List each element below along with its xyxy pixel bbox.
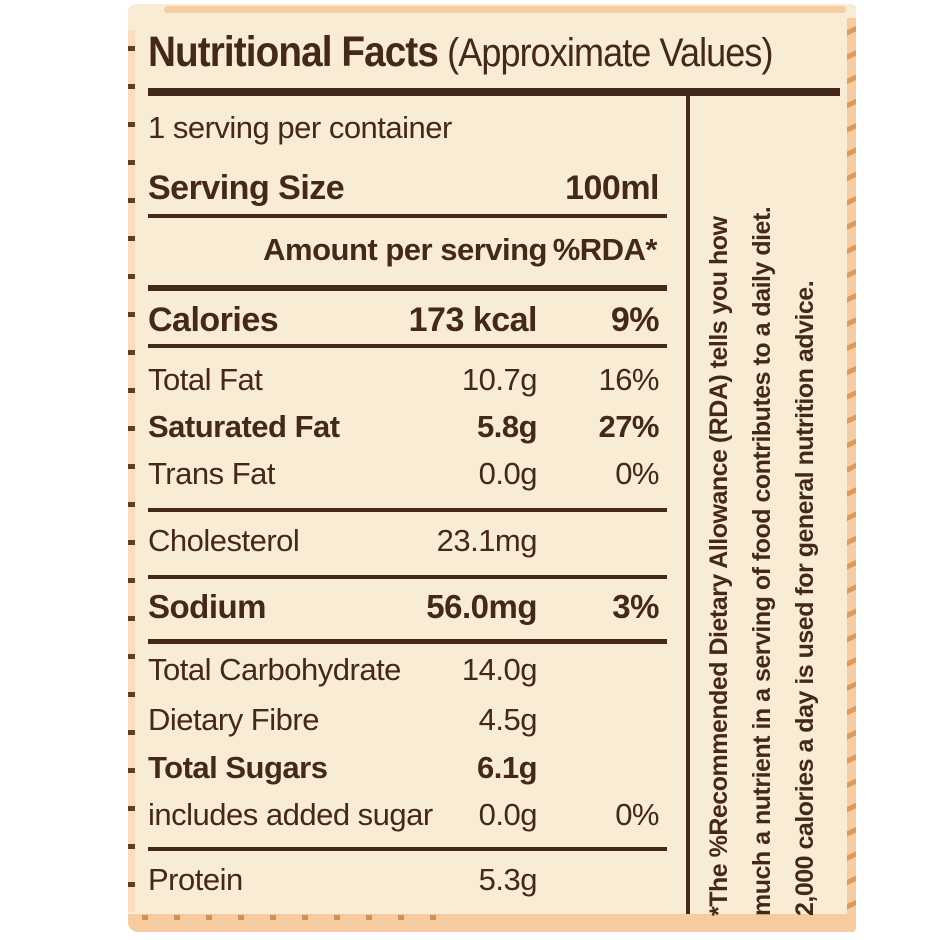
serving-size-label: Serving Size [148,169,345,207]
nutrient-row-added-sugar: includes added sugar 0.0g 0% [148,791,667,838]
nutrient-label: Calories [148,301,279,339]
label-title-suffix: (Approximate Values) [438,31,773,75]
nutrient-label: Total Fat [148,362,263,397]
nutrient-row-dietary-fibre: Dietary Fibre 4.5g [148,696,667,743]
label-title-main: Nutritional Facts [148,28,439,76]
nutrient-rda: 0% [615,456,659,491]
nutrient-label: Sodium [148,588,267,625]
nutrient-label: Saturated Fat [148,409,340,444]
nutrient-amount: 10.7g [461,362,538,397]
rda-footnote: *The %Recommended Dietary Allowance (RDA… [698,96,846,916]
nutrient-amount: 4.5g [478,702,538,737]
rda-header: %RDA* [552,232,658,267]
nutrient-rda: 0% [615,797,659,832]
package-edge-bottom [128,914,856,932]
nutrient-amount: 5.3g [478,862,538,897]
rda-footnote-line-2: much a nutrient in a serving of food con… [748,206,776,916]
nutrient-amount: 173 kcal [408,301,538,339]
nutrient-amount: 23.1mg [436,523,538,558]
package-edge-right [847,18,856,916]
package-edge-top [164,6,846,13]
nutrition-table: 1 serving per container Serving Size 100… [148,104,667,903]
nutrient-row-protein: Protein 5.3g [148,856,667,903]
nutrient-rda: 3% [612,588,659,625]
rule-above-sodium [148,575,667,579]
nutrient-row-calories: Calories 173 kcal 9% [148,297,667,344]
nutrient-label: Dietary Fibre [148,702,319,737]
nutrient-row-total-sugars: Total Sugars 6.1g [148,744,667,791]
nutrient-amount: 14.0g [461,652,538,687]
serving-size-value: 100ml [565,169,659,207]
rda-footnote-text: *The %Recommended Dietary Allowance (RDA… [698,96,838,916]
rule-under-calories [148,344,667,348]
rda-footnote-line-1: *The %Recommended Dietary Allowance (RDA… [705,216,733,917]
serving-size-row: Serving Size 100ml [148,165,667,212]
nutrient-label: Trans Fat [148,456,276,491]
nutrient-amount: 56.0mg [426,588,537,625]
nutrient-label: includes added sugar [148,797,433,832]
nutrient-label: Protein [148,862,243,897]
nutrient-row-cholesterol: Cholesterol 23.1mg [148,517,667,564]
title-rule [148,88,840,96]
nutrient-row-total-carbohydrate: Total Carbohydrate 14.0g [148,646,667,693]
package-edge-bottom-dashes [142,915,462,920]
rule-above-cholesterol [148,508,667,512]
rule-above-carbohydrate [148,639,667,644]
nutrient-amount: 5.8g [476,409,538,444]
nutrient-amount: 0.0g [478,797,538,832]
nutrition-label: Nutritional Facts (Approximate Values) 1… [128,4,856,932]
nutrient-rda: 16% [598,362,659,397]
column-header-row: Amount per serving %RDA* [148,226,667,273]
nutrient-row-trans-fat: Trans Fat 0.0g 0% [148,450,667,497]
nutrient-rda: 9% [610,301,660,339]
amount-per-serving-header: Amount per serving [263,232,547,267]
rule-under-serving-size [148,214,667,218]
nutrient-amount: 0.0g [478,456,538,491]
servings-per-container-text: 1 serving per container [148,110,452,145]
package-edge-left [128,30,135,912]
nutrient-rda: 27% [598,409,659,444]
nutrient-amount: 6.1g [476,750,538,785]
vertical-divider [686,96,690,914]
nutrient-row-saturated-fat: Saturated Fat 5.8g 27% [148,403,667,450]
rule-above-protein [148,847,667,851]
nutrient-label: Total Sugars [148,750,328,785]
nutrient-row-sodium: Sodium 56.0mg 3% [148,583,667,630]
servings-per-container-row: 1 serving per container [148,104,667,151]
nutrient-label: Cholesterol [148,523,300,558]
rule-above-calories [148,285,667,291]
nutrient-label: Total Carbohydrate [148,652,401,687]
nutrient-row-total-fat: Total Fat 10.7g 16% [148,356,667,403]
rda-footnote-line-3: 2,000 calories a day is used for general… [791,280,819,916]
label-title: Nutritional Facts (Approximate Values) [148,28,778,77]
